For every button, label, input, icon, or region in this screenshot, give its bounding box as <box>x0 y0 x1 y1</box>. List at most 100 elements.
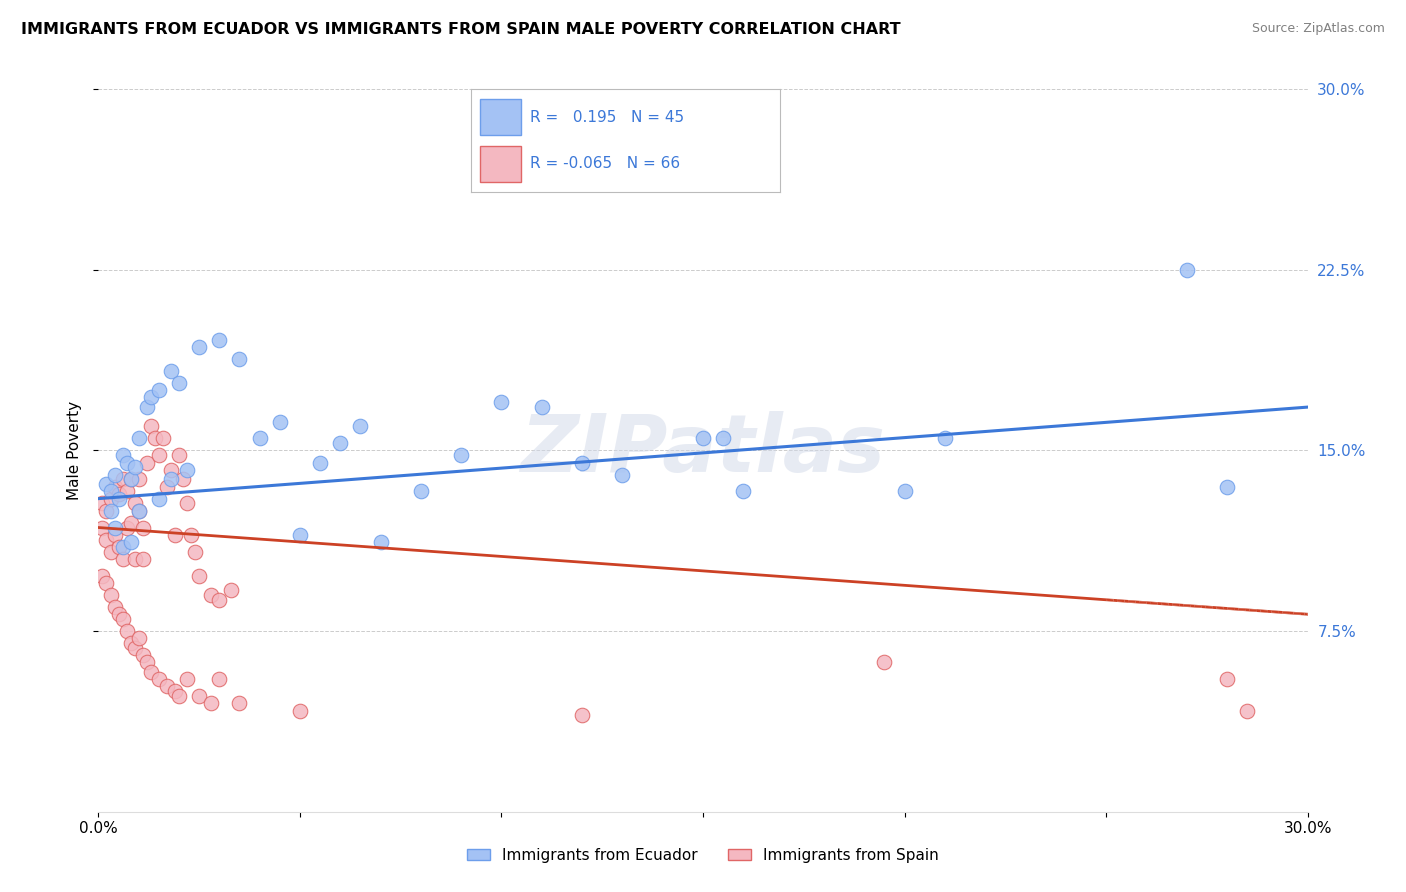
Point <box>135 455 157 469</box>
Point <box>349 419 371 434</box>
Point <box>934 431 956 445</box>
Point <box>128 503 150 517</box>
Point <box>221 583 243 598</box>
Point <box>711 431 734 445</box>
Point <box>288 527 311 541</box>
Point <box>163 527 186 541</box>
Point <box>200 696 222 710</box>
Point <box>128 503 150 517</box>
Point <box>120 472 142 486</box>
Point <box>115 455 138 469</box>
Point <box>103 467 125 482</box>
Point <box>107 487 129 501</box>
Point <box>107 491 129 506</box>
Point <box>152 431 174 445</box>
Point <box>208 333 231 347</box>
Point <box>91 520 114 534</box>
Point <box>100 491 122 506</box>
Point <box>167 376 190 390</box>
Point <box>370 535 392 549</box>
Point <box>124 551 146 566</box>
Point <box>148 491 170 506</box>
Point <box>103 599 125 614</box>
Point <box>148 384 170 398</box>
Point <box>329 436 352 450</box>
Point <box>571 455 593 469</box>
Point <box>148 673 170 687</box>
Point <box>228 351 250 366</box>
Point <box>309 455 332 469</box>
Point <box>176 463 198 477</box>
Point <box>176 673 198 687</box>
Point <box>228 696 250 710</box>
Point <box>269 415 291 429</box>
Point <box>160 463 183 477</box>
Point <box>128 632 150 646</box>
Point <box>167 448 190 462</box>
Point <box>115 520 138 534</box>
Point <box>100 588 122 602</box>
Point <box>733 484 755 499</box>
Point <box>103 520 125 534</box>
Point <box>139 665 162 679</box>
Point <box>188 689 211 703</box>
Point <box>612 467 634 482</box>
Point <box>96 533 118 547</box>
Point <box>124 496 146 510</box>
Point <box>571 708 593 723</box>
Text: ZIPatlas: ZIPatlas <box>520 411 886 490</box>
Point <box>107 607 129 622</box>
Point <box>100 503 122 517</box>
Point <box>128 431 150 445</box>
Point <box>111 472 134 486</box>
Point <box>103 480 125 494</box>
Point <box>409 484 432 499</box>
Point <box>96 477 118 491</box>
Y-axis label: Male Poverty: Male Poverty <box>67 401 83 500</box>
Point <box>124 640 146 655</box>
Text: R = -0.065   N = 66: R = -0.065 N = 66 <box>530 156 681 171</box>
Point <box>124 460 146 475</box>
Point <box>132 648 155 662</box>
Point <box>1175 262 1198 277</box>
Point <box>132 520 155 534</box>
Point <box>188 568 211 582</box>
Point <box>120 472 142 486</box>
Point <box>167 689 190 703</box>
Bar <box>481 99 520 136</box>
Point <box>115 484 138 499</box>
Point <box>100 544 122 558</box>
Text: IMMIGRANTS FROM ECUADOR VS IMMIGRANTS FROM SPAIN MALE POVERTY CORRELATION CHART: IMMIGRANTS FROM ECUADOR VS IMMIGRANTS FR… <box>21 22 901 37</box>
Point <box>107 540 129 554</box>
Point <box>120 535 142 549</box>
Point <box>111 551 134 566</box>
Point <box>530 400 553 414</box>
Bar <box>481 145 520 181</box>
Point <box>132 551 155 566</box>
Point <box>1216 480 1239 494</box>
Point <box>172 472 194 486</box>
Point <box>288 704 311 718</box>
Point <box>100 484 122 499</box>
Point <box>135 400 157 414</box>
Point <box>111 540 134 554</box>
Point <box>148 448 170 462</box>
Point <box>692 431 714 445</box>
Point <box>163 684 186 698</box>
Point <box>184 544 207 558</box>
Point <box>96 576 118 591</box>
Legend: Immigrants from Ecuador, Immigrants from Spain: Immigrants from Ecuador, Immigrants from… <box>461 842 945 869</box>
Point <box>120 516 142 530</box>
Point <box>139 419 162 434</box>
Point <box>111 448 134 462</box>
Point <box>450 448 472 462</box>
Point <box>160 364 183 378</box>
Point <box>143 431 166 445</box>
Point <box>103 527 125 541</box>
Point <box>176 496 198 510</box>
Point <box>200 588 222 602</box>
Point <box>111 612 134 626</box>
Point <box>1216 673 1239 687</box>
Point <box>893 484 915 499</box>
Point <box>188 340 211 354</box>
